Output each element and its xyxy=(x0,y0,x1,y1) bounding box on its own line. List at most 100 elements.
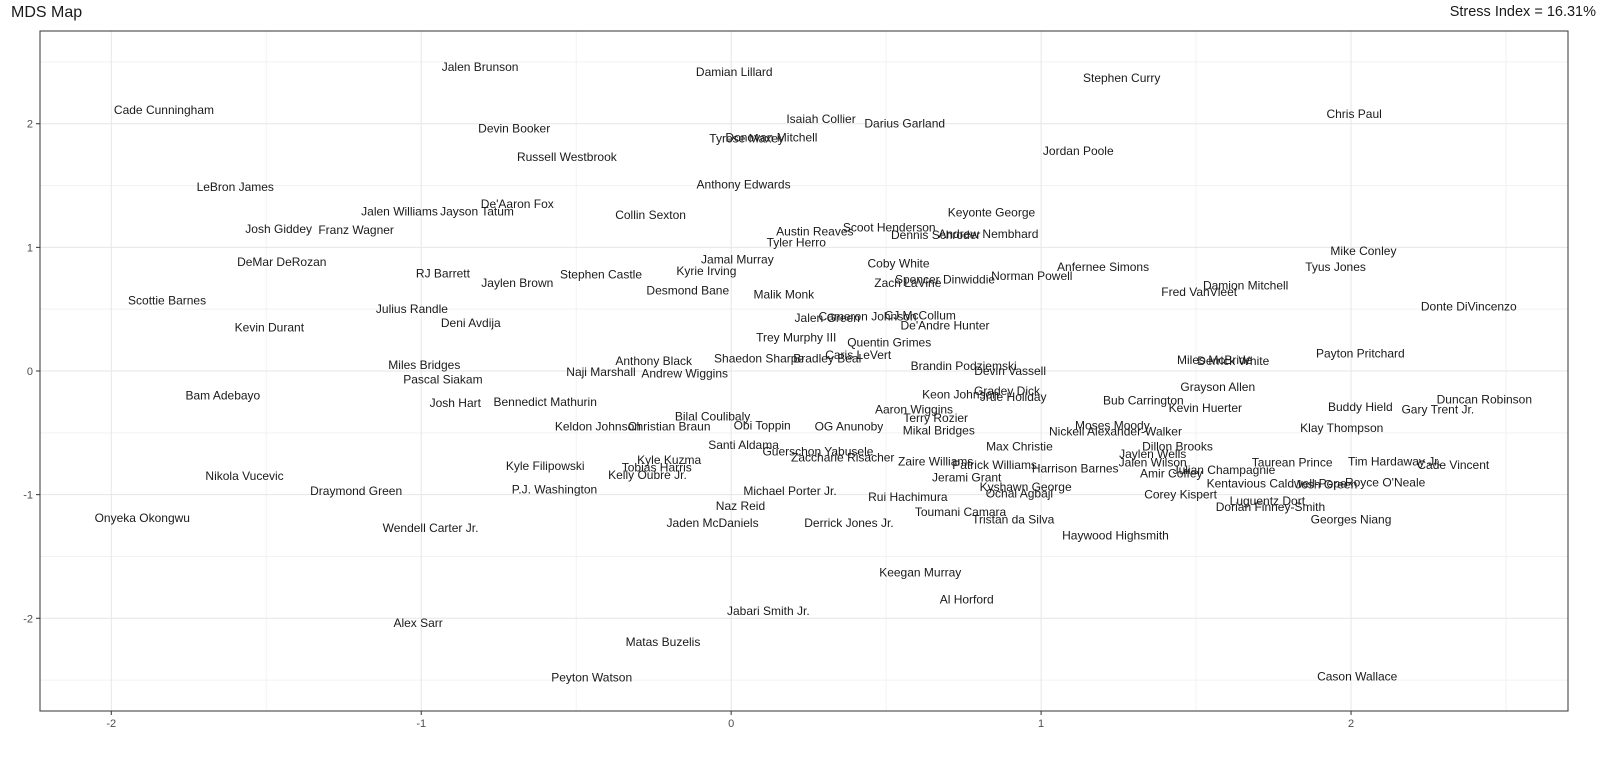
player-label: Cade Cunningham xyxy=(114,103,214,117)
player-label: Santi Aldama xyxy=(708,438,779,452)
player-label: Andrew Wiggins xyxy=(641,366,728,380)
player-label: Max Christie xyxy=(986,439,1053,453)
player-label: Julius Randle xyxy=(376,302,448,316)
player-label: Wendell Carter Jr. xyxy=(383,521,479,535)
y-tick-label: -1 xyxy=(23,490,33,502)
player-label: Gradey Dick xyxy=(974,384,1041,398)
y-tick-label: 0 xyxy=(27,366,33,378)
x-tick-label: 1 xyxy=(1038,718,1044,730)
player-label: Jalen Green xyxy=(795,311,860,325)
player-label: Michael Porter Jr. xyxy=(743,484,836,498)
chart-title: MDS Map xyxy=(11,4,83,21)
player-label: Brandin Podziemski xyxy=(911,359,1017,373)
player-label: Tristan da Silva xyxy=(972,512,1055,526)
player-label: Terry Rozier xyxy=(903,411,968,425)
player-label: Miles Bridges xyxy=(388,358,460,372)
player-label: Russell Westbrook xyxy=(517,150,618,164)
player-label: Corey Kispert xyxy=(1144,488,1217,502)
player-label: Rui Hachimura xyxy=(868,490,948,504)
player-label: Jabari Smith Jr. xyxy=(727,604,810,618)
player-label: Grayson Allen xyxy=(1180,380,1255,394)
player-label: Dillon Brooks xyxy=(1142,439,1213,453)
player-label: Spencer Dinwiddie xyxy=(895,273,995,287)
player-label: Deni Avdija xyxy=(441,316,501,330)
player-label: Scottie Barnes xyxy=(128,294,206,308)
player-label: Taurean Prince xyxy=(1252,455,1333,469)
x-tick-label: -1 xyxy=(416,718,426,730)
player-label: Bub Carrington xyxy=(1103,394,1184,408)
player-label: Amir Coffey xyxy=(1140,467,1202,481)
stress-index-label: Stress Index = 16.31% xyxy=(1449,4,1596,20)
player-label: Stephen Curry xyxy=(1083,71,1160,85)
y-tick-label: 1 xyxy=(27,242,33,254)
player-label: Mikal Bridges xyxy=(903,423,975,437)
player-label: Jalen Brunson xyxy=(442,60,519,74)
player-label: Quentin Grimes xyxy=(847,336,931,350)
player-label: Tyrese Maxey xyxy=(709,132,784,146)
player-label: Cameron Johnson xyxy=(819,310,917,324)
player-label: Franz Wagner xyxy=(318,223,394,237)
player-label: Anthony Edwards xyxy=(697,177,791,191)
x-tick-label: 0 xyxy=(728,718,734,730)
player-label: Devin Booker xyxy=(478,122,550,136)
player-label: Dennis Schroder xyxy=(891,228,980,242)
player-label: Zaire Williams xyxy=(898,454,973,468)
player-label: Caris LeVert xyxy=(825,348,892,362)
player-label: Kyle Filipowski xyxy=(506,459,585,473)
player-label: Royce O'Neale xyxy=(1345,475,1426,489)
player-label: Jalen Wilson xyxy=(1119,455,1187,469)
player-label: Josh Green xyxy=(1295,478,1357,492)
player-label: Josh Giddey xyxy=(245,222,312,236)
player-label: Keegan Murray xyxy=(879,566,961,580)
player-label: Isaiah Collier xyxy=(786,112,855,126)
player-label: Nikola Vucevic xyxy=(205,469,283,483)
player-label: Keyonte George xyxy=(948,206,1036,220)
player-label: Luguentz Dort xyxy=(1230,494,1306,508)
player-label: Draymond Green xyxy=(310,484,402,498)
player-label: Jerami Grant xyxy=(932,470,1002,484)
player-label: Chris Paul xyxy=(1326,107,1381,121)
player-label: Buddy Hield xyxy=(1328,400,1393,414)
player-label: Andrew Nembhard xyxy=(938,227,1038,241)
player-label: Kevin Durant xyxy=(235,321,305,335)
player-label: Christian Braun xyxy=(628,420,711,434)
player-label: Jayson Tatum xyxy=(440,205,514,219)
player-label: Jaylen Brown xyxy=(481,276,553,290)
player-label: Tobias Harris xyxy=(622,460,692,474)
player-label: Tim Hardaway Jr. xyxy=(1348,454,1441,468)
player-label: P.J. Washington xyxy=(512,483,597,497)
player-label: Malik Monk xyxy=(754,287,816,301)
player-label: Aaron Wiggins xyxy=(875,402,953,416)
player-label: RJ Barrett xyxy=(416,266,471,280)
player-label: Trey Murphy III xyxy=(756,331,836,345)
player-label: Al Horford xyxy=(940,593,994,607)
player-label: Duncan Robinson xyxy=(1437,392,1532,406)
player-label: Bilal Coulibaly xyxy=(675,410,750,424)
player-label: Norman Powell xyxy=(991,269,1072,283)
player-label: Donovan Mitchell xyxy=(725,130,817,144)
player-label: De'Andre Hunter xyxy=(901,318,990,332)
player-label: DeMar DeRozan xyxy=(237,255,326,269)
x-tick-label: 2 xyxy=(1348,718,1354,730)
player-label: Kentavious Caldwell-Pope xyxy=(1207,477,1347,491)
player-label: Shaedon Sharpe xyxy=(714,352,804,366)
player-label: Alex Sarr xyxy=(393,616,442,630)
player-label: OG Anunoby xyxy=(815,420,884,434)
player-label: Derrick Jones Jr. xyxy=(804,516,893,530)
player-label: Scoot Henderson xyxy=(843,221,936,235)
player-label: Damian Lillard xyxy=(696,65,773,79)
player-label: Julian Champagnie xyxy=(1173,463,1276,477)
player-label: Gary Trent Jr. xyxy=(1401,402,1474,416)
player-label: Kyrie Irving xyxy=(676,264,736,278)
player-label: Jaden McDaniels xyxy=(667,516,759,530)
player-label: Josh Hart xyxy=(430,396,482,410)
player-label: Naji Marshall xyxy=(566,365,635,379)
player-label: Tyler Herro xyxy=(767,235,827,249)
player-label: Payton Pritchard xyxy=(1316,347,1405,361)
player-label: Jamal Murray xyxy=(701,253,774,267)
player-label: Darius Garland xyxy=(864,117,945,131)
player-label: Derrick White xyxy=(1197,354,1269,368)
player-label: Zaccharie Risacher xyxy=(791,451,894,465)
player-label: Jrue Holiday xyxy=(980,390,1047,404)
